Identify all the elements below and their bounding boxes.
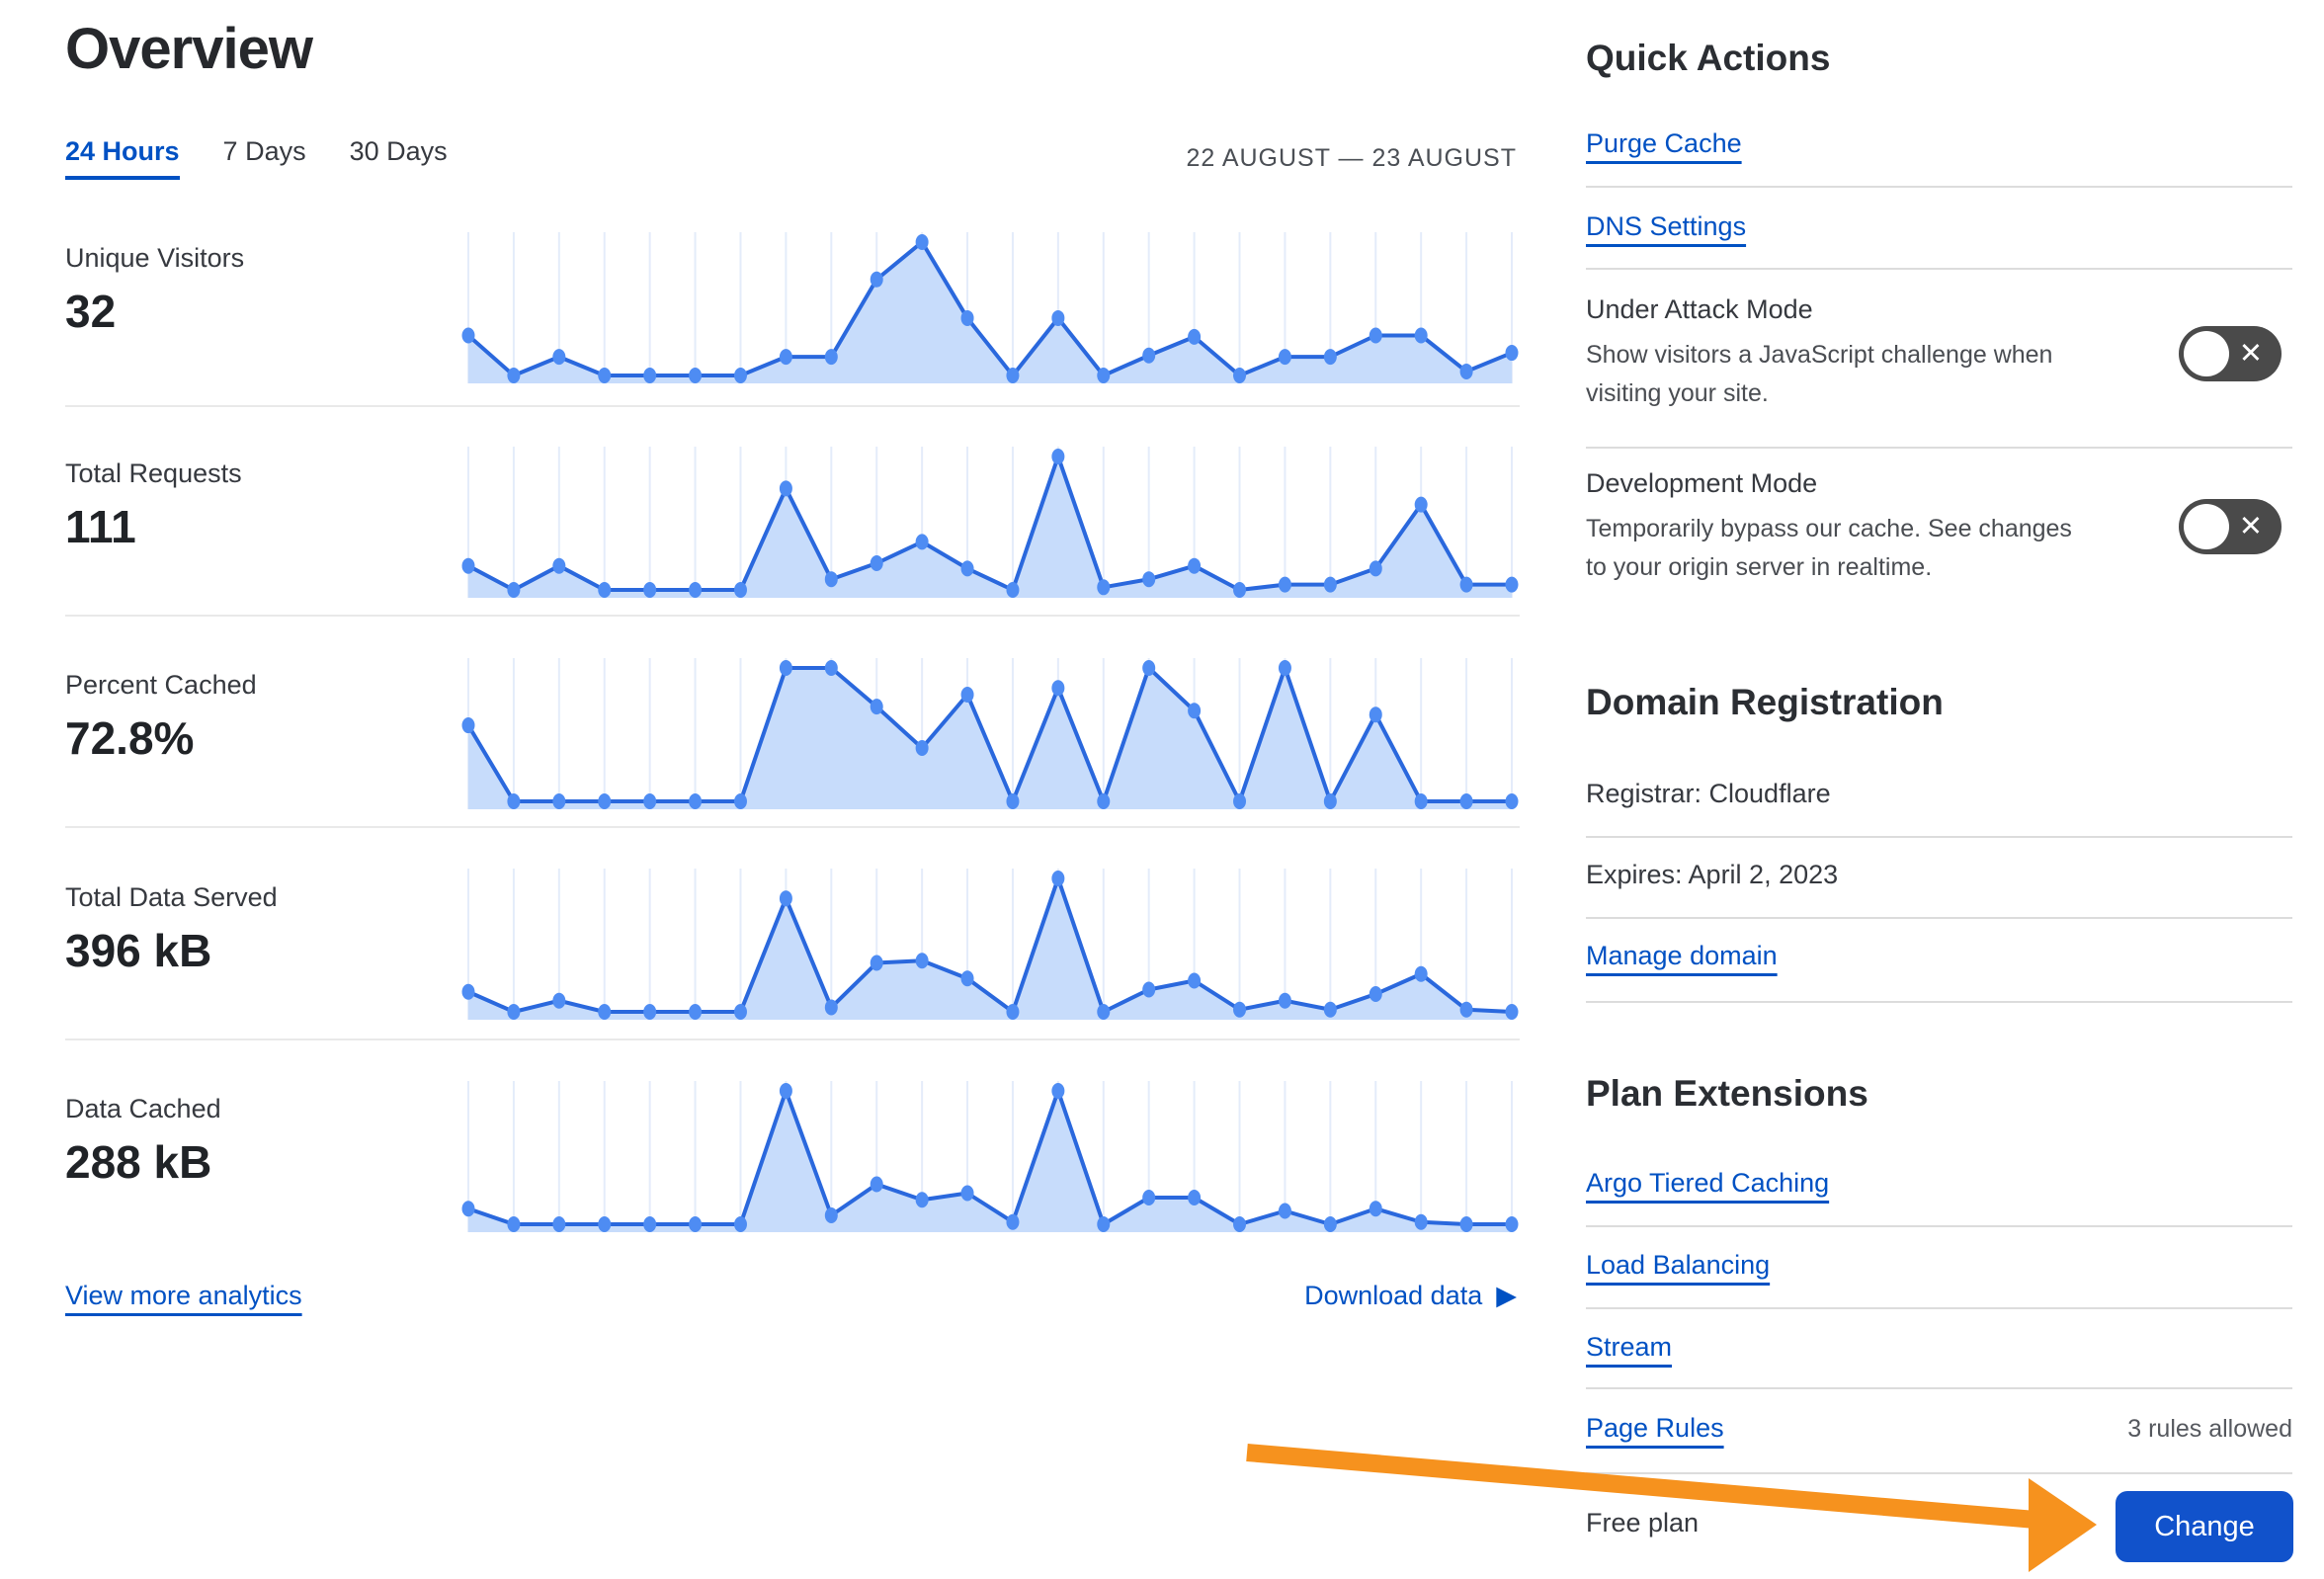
metric-label: Data Cached — [65, 1094, 221, 1123]
sparkline-total-requests — [461, 447, 1519, 598]
metric-value: 32 — [65, 286, 117, 337]
under-attack-mode-label: Under Attack Mode — [1586, 294, 1813, 324]
play-icon: ▶ — [1496, 1281, 1517, 1310]
sparkline-data-cached — [461, 1081, 1519, 1232]
divider — [1586, 1307, 2292, 1309]
development-mode-toggle[interactable]: ✕ — [2179, 499, 2282, 554]
divider — [1586, 836, 2292, 838]
metric-row-total-requests: Total Requests 111 — [65, 405, 1520, 615]
development-mode-label: Development Mode — [1586, 468, 1818, 498]
divider — [1586, 186, 2292, 188]
domain-registration-title: Domain Registration — [1586, 682, 1944, 722]
sidebar: Quick Actions Purge Cache DNS Settings U… — [1586, 0, 2293, 1579]
metric-label: Percent Cached — [65, 670, 257, 700]
toggle-x-icon: ✕ — [2238, 510, 2263, 542]
divider — [1586, 268, 2292, 270]
tab-30-days[interactable]: 30 Days — [349, 136, 448, 166]
divider — [1586, 917, 2292, 919]
plan-extensions-title: Plan Extensions — [1586, 1073, 1868, 1114]
quick-actions-title: Quick Actions — [1586, 38, 1831, 78]
page-title: Overview — [65, 17, 313, 81]
view-more-analytics-link[interactable]: View more analytics — [65, 1281, 302, 1310]
divider — [1586, 1387, 2292, 1389]
tab-24-hours[interactable]: 24 Hours — [65, 136, 180, 180]
change-plan-button[interactable]: Change — [2116, 1491, 2293, 1562]
sparkline-total-data-served — [461, 869, 1519, 1020]
download-data-label[interactable]: Download data — [1304, 1281, 1483, 1310]
metric-label: Unique Visitors — [65, 243, 245, 273]
download-data-link[interactable]: Download data ▶ — [1304, 1281, 1517, 1311]
metric-label: Total Requests — [65, 458, 242, 488]
metric-value: 288 kB — [65, 1136, 212, 1188]
stream-link[interactable]: Stream — [1586, 1332, 1673, 1362]
load-balancing-link[interactable]: Load Balancing — [1586, 1250, 1771, 1280]
metric-value: 111 — [65, 501, 136, 552]
expires-text: Expires: April 2, 2023 — [1586, 860, 1839, 889]
metric-value: 72.8% — [65, 712, 195, 764]
metric-row-total-data-served: Total Data Served 396 kB — [65, 826, 1520, 1039]
purge-cache-link[interactable]: Purge Cache — [1586, 128, 1742, 158]
divider — [1586, 1472, 2292, 1474]
toggle-x-icon: ✕ — [2238, 337, 2263, 370]
metric-value: 396 kB — [65, 925, 212, 976]
metric-row-data-cached: Data Cached 288 kB — [65, 1039, 1520, 1236]
toggle-knob — [2184, 331, 2229, 376]
date-range: 22 AUGUST — 23 AUGUST — [1186, 144, 1517, 172]
page-rules-link[interactable]: Page Rules — [1586, 1413, 1724, 1443]
divider — [1586, 1001, 2292, 1003]
divider — [1586, 447, 2292, 449]
page-rules-note: 3 rules allowed — [2127, 1415, 2292, 1443]
manage-domain-link[interactable]: Manage domain — [1586, 941, 1778, 970]
under-attack-mode-toggle[interactable]: ✕ — [2179, 326, 2282, 381]
development-mode-description: Temporarily bypass our cache. See change… — [1586, 515, 2072, 581]
dns-settings-link[interactable]: DNS Settings — [1586, 211, 1747, 241]
sparkline-unique-visitors — [461, 232, 1519, 383]
sparkline-percent-cached — [461, 658, 1519, 809]
argo-tiered-caching-link[interactable]: Argo Tiered Caching — [1586, 1168, 1830, 1198]
metric-row-unique-visitors: Unique Visitors 32 — [65, 209, 1520, 405]
time-range-tabs: 24 Hours 7 Days 30 Days — [65, 136, 448, 180]
tab-7-days[interactable]: 7 Days — [222, 136, 306, 166]
registrar-text: Registrar: Cloudflare — [1586, 779, 1831, 808]
divider — [1586, 1225, 2292, 1227]
metric-row-percent-cached: Percent Cached 72.8% — [65, 615, 1520, 826]
under-attack-mode-description: Show visitors a JavaScript challenge whe… — [1586, 341, 2053, 407]
toggle-knob — [2184, 504, 2229, 549]
free-plan-label: Free plan — [1586, 1508, 1700, 1537]
metric-label: Total Data Served — [65, 882, 278, 912]
